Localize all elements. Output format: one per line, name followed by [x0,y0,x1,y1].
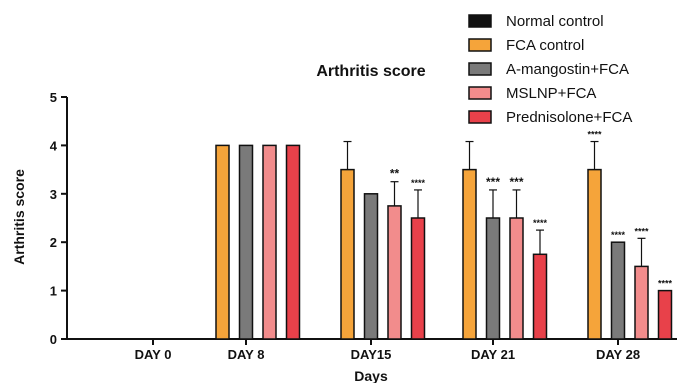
legend-swatch [468,62,492,76]
y-axis-title: Arthritis score [11,169,27,265]
legend-label: A-mangostin+FCA [506,61,629,78]
bar [532,253,548,340]
bar [262,144,277,340]
significance-label: **** [658,279,673,289]
x-axis-title: Days [354,368,388,383]
bar [340,168,355,340]
significance-label: **** [587,130,602,140]
bar [410,217,426,340]
significance-label: **** [533,218,548,228]
x-tick-label: DAY 21 [471,347,515,362]
x-tick-label: DAY 0 [135,347,172,362]
bar [485,217,501,340]
bar [215,144,230,340]
bar [634,265,649,340]
legend-label: FCA control [506,37,584,54]
chart-title: Arthritis score [316,63,425,80]
legend-swatch [468,110,492,124]
significance-label: *** [486,175,500,189]
y-tick-label: 4 [50,138,58,153]
legend-label: MSLNP+FCA [506,85,596,102]
significance-label: **** [611,230,626,240]
legend-swatch [468,86,492,100]
x-tick-label: DAY 8 [228,347,265,362]
y-tick-label: 3 [50,187,57,202]
significance-label: **** [634,226,649,236]
bar [509,217,524,340]
y-tick-label: 1 [50,284,57,299]
y-tick-label: 0 [50,332,57,347]
significance-label: ** [390,167,400,181]
bar [285,144,301,340]
bar [363,193,379,340]
legend-swatch [468,38,492,52]
y-tick-label: 2 [50,235,57,250]
x-tick-label: DAY15 [351,347,392,362]
legend-swatch [468,14,492,28]
y-tick-label: 5 [50,90,57,105]
bar [238,144,254,340]
bar [587,168,602,340]
x-tick-label: DAY 28 [596,347,640,362]
significance-label: *** [509,175,523,189]
bar [462,168,477,340]
bar [657,289,673,340]
legend-label: Normal control [506,13,604,30]
bar [610,241,626,340]
legend: Normal control FCA control A-mangostin+FCA… [468,13,632,126]
significance-label: **** [411,178,426,188]
bar [387,205,402,340]
legend-label: Prednisolone+FCA [506,109,632,126]
